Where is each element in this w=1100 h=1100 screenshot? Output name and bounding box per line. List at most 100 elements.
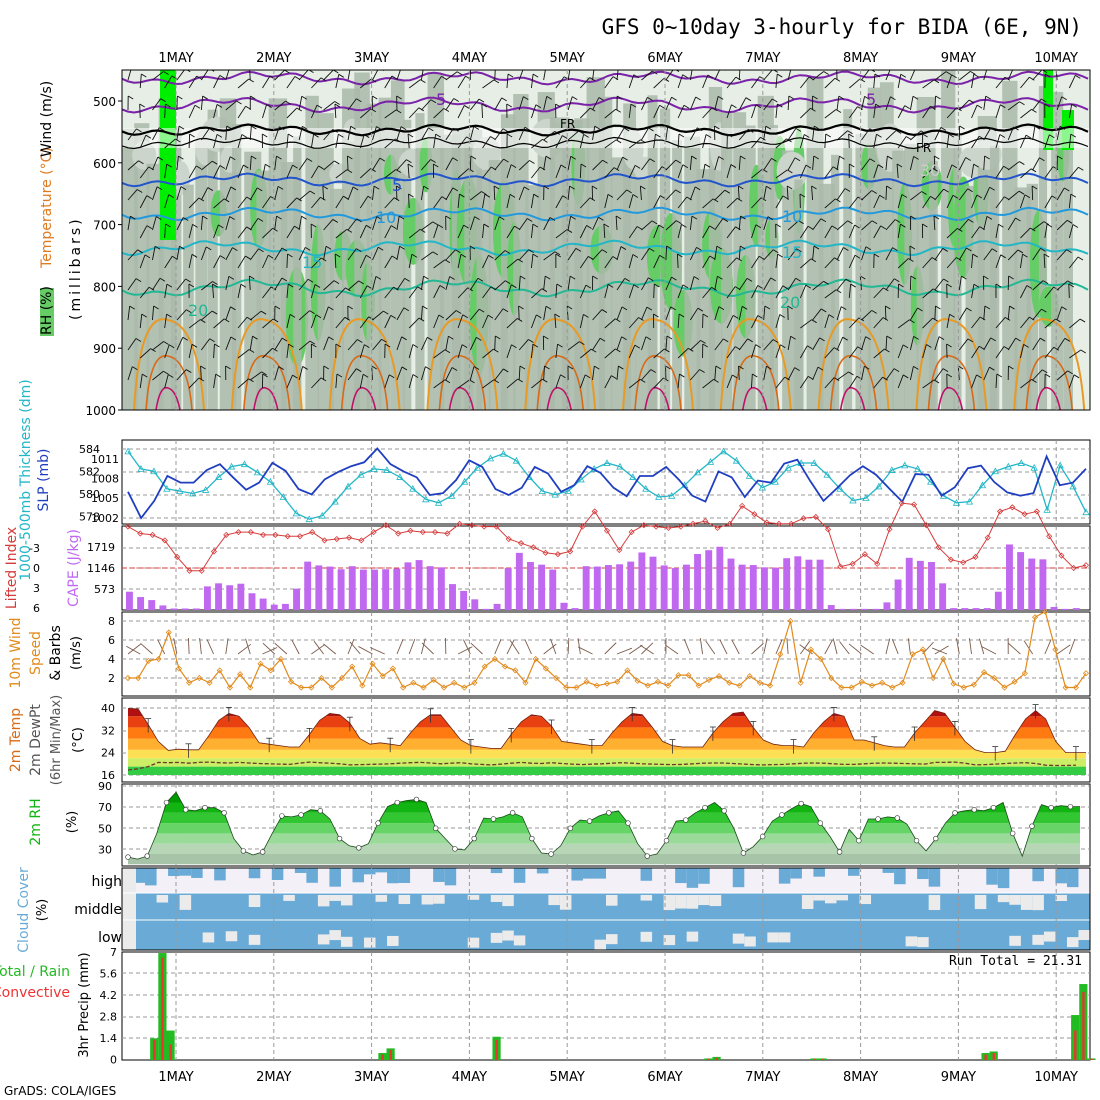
wind-barb-flag [441,76,447,80]
wind-barb [1044,134,1050,149]
wind-barb-flag [594,365,600,370]
rh2m-point [452,846,458,852]
wind-barb [518,339,529,351]
wind-barb-flag [456,71,463,76]
wind-barb [897,344,904,359]
warm-isotherm-lobe [622,318,694,410]
wind-speed-point [614,678,621,685]
wind-barb-flag [502,308,509,313]
wind-barb-flag [715,365,722,370]
rh-legend-label: RH (%) [39,286,55,335]
wind-speed-point [634,677,641,684]
wind-barb-flag [727,133,733,138]
wind-speed-point [838,684,845,691]
surface-wind-barb [731,639,740,655]
wind-barb [152,127,160,141]
wind-barb [213,104,218,119]
wind-barb [873,225,882,239]
wind-barb [1056,338,1066,351]
wind-barb [347,98,357,111]
wind-barb-flag [693,276,700,280]
wind-barb [824,198,836,209]
wind-barb [616,189,628,201]
wind-barb [922,379,935,389]
wind-barb-flag [790,335,796,340]
wind-barb [152,341,164,351]
rh2m-point [202,804,208,811]
cape-bar [215,583,223,610]
wind-barb-flag [139,103,145,108]
wind-barb [677,133,680,149]
rh-dark-band [941,70,956,410]
wind-barb-flag [344,316,351,321]
cape-bar [315,565,323,610]
cape-bar [705,550,713,610]
li-point [800,515,807,522]
wind-barb [384,374,390,389]
wind-barb [641,158,651,171]
wind-barb-flag [844,188,851,192]
wind-barb [946,164,953,179]
wind-barb [225,100,237,111]
wind-barb [824,225,833,239]
wind-barb [494,308,504,321]
wind-barb [164,194,170,209]
wind-barb-flag [615,215,622,220]
li-point [689,520,697,527]
wind-barb [592,249,603,261]
wind-barb [702,378,714,389]
wind-barb-flag [904,105,910,109]
wind-barb-flag [182,336,189,341]
wind-barb [384,197,395,209]
li-point [456,520,463,527]
top-date-labels: 1MAY 2MAY 3MAY 4MAY 5MAY 6MAY 7MAY 8MAY 9MAY 10MA… [158,51,1078,66]
wind-barb-flag [381,338,387,343]
wind-barb [176,217,184,231]
wind-barb-flag [302,366,308,370]
wind-barb [677,347,689,359]
wind-barb-flag [679,373,685,378]
rh2m-point [913,837,920,844]
wind-speed-point [848,684,855,691]
wind-barb-flag [352,186,359,191]
wind-barb-flag [138,160,144,165]
wind-barb-flag [952,194,959,199]
wind-barb [763,339,774,351]
wind-barb [531,378,543,389]
wind-barb [543,276,546,291]
wind-barb-flag [967,338,974,343]
wind-barb [824,347,835,359]
wind-barb-flag [423,275,429,280]
li-point [751,511,758,518]
thickness-tick-label: 580 [79,488,100,501]
wind-barb [861,366,865,381]
wind-barb-flag [847,130,853,135]
wind-barb [639,186,642,201]
wind-barb [543,70,546,81]
wind-barb [1032,98,1042,111]
precip-tick-label: 2.8 [100,1011,118,1024]
wind-barb [787,157,796,171]
wind-barb [1020,316,1030,329]
wind-barb [274,156,277,171]
cloud-high-bar [433,868,445,882]
rh-band [128,802,1080,813]
wind-barb [530,194,535,209]
panel-frame [121,439,1091,525]
wind-speed-point [532,655,539,663]
wind-barb-flag [132,67,137,70]
wind-barb [628,284,635,299]
wind-barb-flag [613,167,620,171]
wind-barb [983,367,990,381]
wind-barb-flag [813,125,820,130]
wind-barb [641,127,649,141]
cape-bar [449,584,456,610]
wind-barb [848,346,859,359]
cloud-high-bar [145,868,157,886]
wind-barb [530,74,534,89]
wind-barb [873,134,877,149]
wind-barb-flag [621,336,627,341]
rh-dark-band [904,143,919,410]
wind-barb-flag [200,319,206,323]
wind-barb-flag [356,98,362,103]
